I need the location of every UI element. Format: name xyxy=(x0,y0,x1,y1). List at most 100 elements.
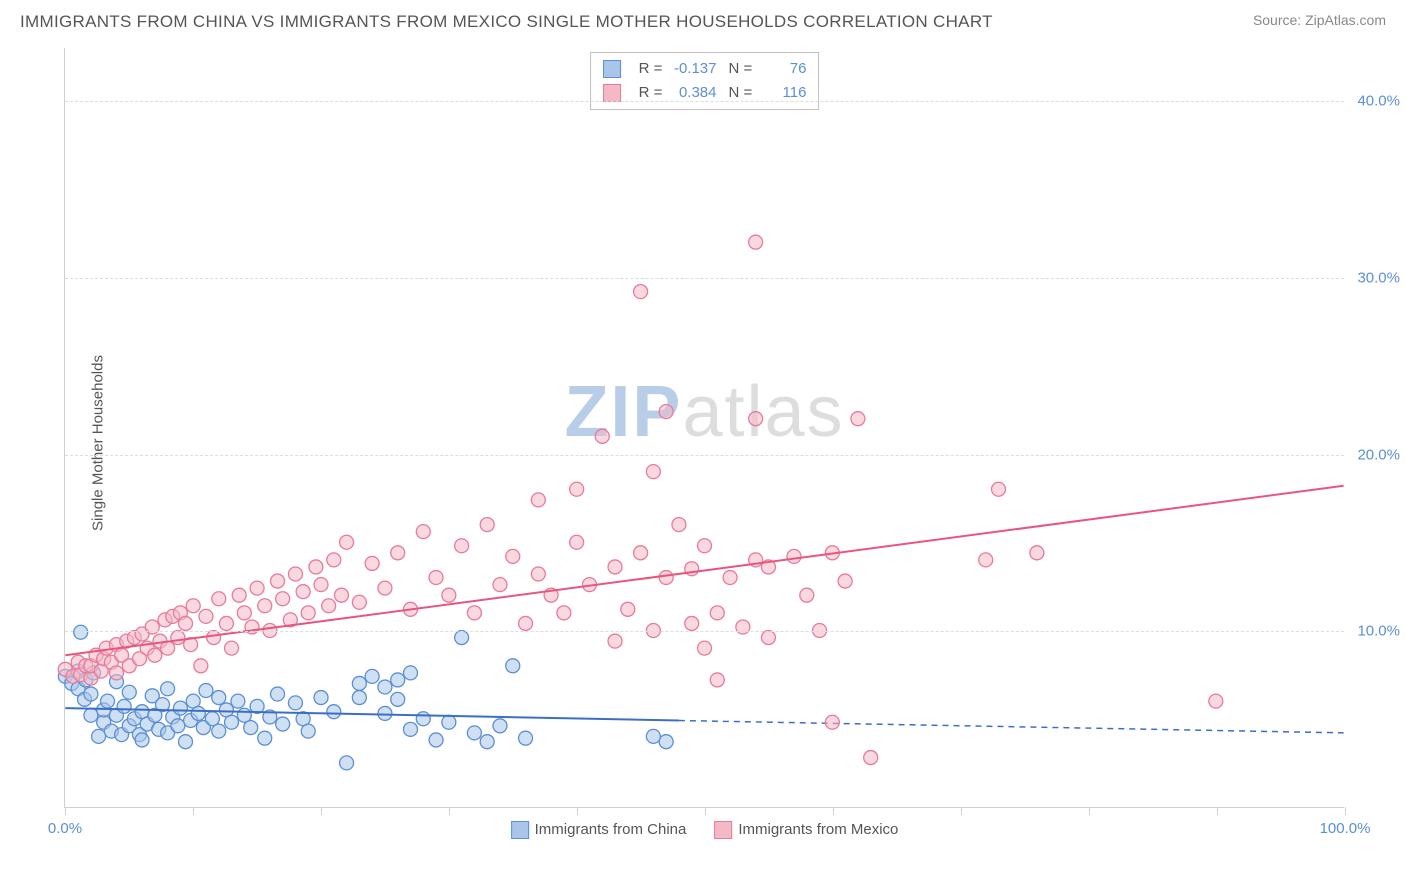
gridline-h xyxy=(65,631,1344,632)
data-point xyxy=(117,699,131,713)
data-point xyxy=(352,676,366,690)
data-point xyxy=(327,705,341,719)
x-tick xyxy=(65,807,66,815)
data-point xyxy=(659,735,673,749)
data-point xyxy=(646,465,660,479)
data-point xyxy=(84,687,98,701)
data-point xyxy=(416,525,430,539)
x-tick xyxy=(1217,807,1218,815)
data-point xyxy=(710,606,724,620)
data-point xyxy=(161,682,175,696)
data-point xyxy=(84,708,98,722)
data-point xyxy=(250,581,264,595)
data-point xyxy=(519,731,533,745)
data-point xyxy=(403,722,417,736)
data-point xyxy=(442,715,456,729)
data-point xyxy=(109,666,123,680)
data-point xyxy=(237,606,251,620)
data-point xyxy=(179,616,193,630)
x-axis-legend: Immigrants from China Immigrants from Me… xyxy=(511,821,899,839)
data-point xyxy=(800,588,814,602)
data-point xyxy=(391,692,405,706)
data-point xyxy=(749,412,763,426)
n-value-china: 76 xyxy=(756,57,806,81)
data-point xyxy=(334,588,348,602)
data-point xyxy=(634,546,648,560)
regression-line-dashed xyxy=(679,721,1344,733)
data-point xyxy=(322,599,336,613)
data-point xyxy=(309,560,323,574)
data-point xyxy=(992,482,1006,496)
data-point xyxy=(493,578,507,592)
data-point xyxy=(378,581,392,595)
data-point xyxy=(659,571,673,585)
data-point xyxy=(199,609,213,623)
data-point xyxy=(135,733,149,747)
data-point xyxy=(148,648,162,662)
data-point xyxy=(698,539,712,553)
x-tick xyxy=(833,807,834,815)
data-point xyxy=(506,549,520,563)
data-point xyxy=(92,729,106,743)
x-tick-label: 100.0% xyxy=(1320,820,1371,837)
legend-item-mexico: Immigrants from Mexico xyxy=(714,821,898,839)
data-point xyxy=(74,625,88,639)
data-point xyxy=(314,691,328,705)
data-point xyxy=(557,606,571,620)
data-point xyxy=(276,592,290,606)
data-point xyxy=(340,535,354,549)
data-point xyxy=(506,659,520,673)
plot-area: ZIPatlas R = -0.137 N = 76 R = 0.384 N =… xyxy=(64,48,1344,808)
data-point xyxy=(276,717,290,731)
chart-container: Single Mother Households ZIPatlas R = -0… xyxy=(46,48,1386,838)
data-point xyxy=(634,285,648,299)
data-point xyxy=(467,726,481,740)
data-point xyxy=(288,696,302,710)
x-tick xyxy=(1089,807,1090,815)
data-point xyxy=(186,599,200,613)
data-point xyxy=(258,731,272,745)
data-point xyxy=(378,706,392,720)
x-tick xyxy=(321,807,322,815)
data-point xyxy=(391,546,405,560)
legend-swatch-mexico xyxy=(714,821,732,839)
data-point xyxy=(271,574,285,588)
data-point xyxy=(212,724,226,738)
r-value-china: -0.137 xyxy=(667,57,717,81)
gridline-h xyxy=(65,278,1344,279)
data-point xyxy=(173,701,187,715)
swatch-china xyxy=(603,60,621,78)
data-point xyxy=(698,641,712,655)
data-point xyxy=(455,631,469,645)
data-point xyxy=(429,571,443,585)
data-point xyxy=(271,687,285,701)
data-point xyxy=(207,631,221,645)
data-point xyxy=(314,578,328,592)
data-point xyxy=(979,553,993,567)
data-point xyxy=(225,641,239,655)
data-point xyxy=(467,606,481,620)
data-point xyxy=(232,588,246,602)
data-point xyxy=(570,535,584,549)
data-point xyxy=(672,518,686,532)
data-point xyxy=(710,673,724,687)
data-point xyxy=(301,724,315,738)
data-point xyxy=(194,659,208,673)
data-point xyxy=(340,756,354,770)
legend-swatch-china xyxy=(511,821,529,839)
data-point xyxy=(455,539,469,553)
data-point xyxy=(646,729,660,743)
data-point xyxy=(296,585,310,599)
x-tick xyxy=(577,807,578,815)
y-tick-label: 10.0% xyxy=(1357,623,1400,640)
data-point xyxy=(219,616,233,630)
data-point xyxy=(531,567,545,581)
chart-title: IMMIGRANTS FROM CHINA VS IMMIGRANTS FROM… xyxy=(20,12,993,32)
x-tick xyxy=(705,807,706,815)
data-point xyxy=(851,412,865,426)
x-tick-label: 0.0% xyxy=(48,820,82,837)
scatter-plot-svg xyxy=(65,48,1344,807)
data-point xyxy=(171,631,185,645)
gridline-h xyxy=(65,455,1344,456)
gridline-h xyxy=(65,101,1344,102)
